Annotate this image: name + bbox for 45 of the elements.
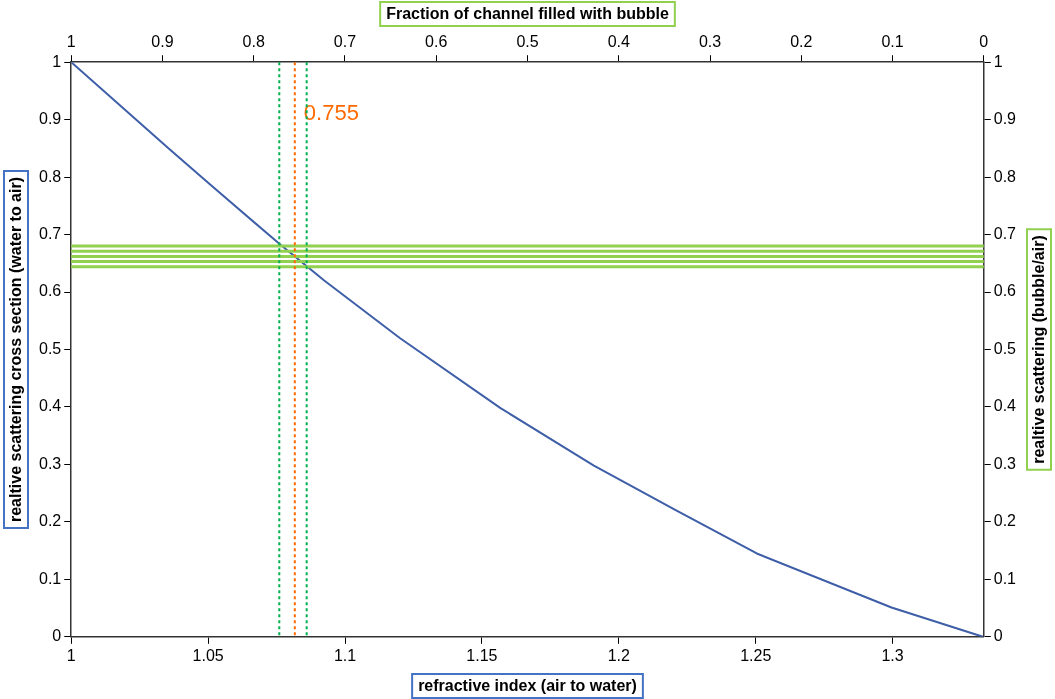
x2-tick-label: 0 <box>979 33 989 51</box>
x-tick-label: 1.05 <box>192 646 224 664</box>
y-tick-label: 0 <box>52 627 62 645</box>
y-tick-label: 0.4 <box>38 397 62 415</box>
y2-tick-label: 0.6 <box>993 282 1017 300</box>
x2-axis-title: Fraction of channel filled with bubble <box>386 5 669 23</box>
y-tick-label: 0.8 <box>38 167 62 185</box>
x2-tick-label: 0.9 <box>151 33 174 51</box>
x2-tick-label: 0.1 <box>881 33 904 51</box>
x-tick-label: 1.3 <box>881 646 904 664</box>
x2-tick-label: 0.2 <box>790 33 813 51</box>
x2-tick-label: 0.5 <box>516 33 539 51</box>
y2-tick-label: 0.7 <box>993 224 1017 242</box>
y2-tick-label: 0.8 <box>993 167 1017 185</box>
x-tick-label: 1.1 <box>333 646 357 664</box>
x-tick-label: 1.25 <box>740 646 772 664</box>
x-tick-label: 1.2 <box>607 646 631 664</box>
x-tick-label: 1.15 <box>466 646 498 664</box>
y-tick-label: 0.1 <box>38 569 62 587</box>
y2-tick-label: 0 <box>993 627 1003 645</box>
x-tick-label: 1 <box>66 646 76 664</box>
y2-axis-title: realtive scattering (bubble/air) <box>1030 235 1048 464</box>
x2-tick-label: 0.8 <box>242 33 265 51</box>
x2-tick-label: 0.6 <box>425 33 448 51</box>
y-tick-label: 0.5 <box>38 339 62 357</box>
x2-tick-label: 0.7 <box>333 33 357 51</box>
x2-tick-label: 1 <box>66 33 76 51</box>
y-tick-label: 0.2 <box>38 512 62 530</box>
y2-tick-label: 0.5 <box>993 339 1017 357</box>
y2-tick-label: 0.9 <box>993 110 1017 128</box>
x-axis-title: refractive index (air to water) <box>418 677 637 695</box>
y-tick-label: 0.9 <box>38 110 62 128</box>
y-axis-title: realtive scattering cross section (water to air) <box>7 176 25 523</box>
y-tick-label: 0.7 <box>38 224 62 242</box>
x2-tick-label: 0.3 <box>698 33 722 51</box>
y-tick-label: 0.6 <box>38 282 62 300</box>
x2-tick-label: 0.4 <box>607 33 630 51</box>
y-tick-label: 0.3 <box>38 454 62 472</box>
y2-tick-label: 0.1 <box>993 569 1017 587</box>
ref-line-label: 0.755 <box>303 99 359 125</box>
y2-tick-label: 0.4 <box>993 397 1017 415</box>
y2-tick-label: 0.3 <box>993 454 1017 472</box>
y2-tick-label: 0.2 <box>993 512 1017 530</box>
y2-tick-label: 1 <box>993 52 1003 70</box>
y-tick-label: 1 <box>52 52 62 70</box>
